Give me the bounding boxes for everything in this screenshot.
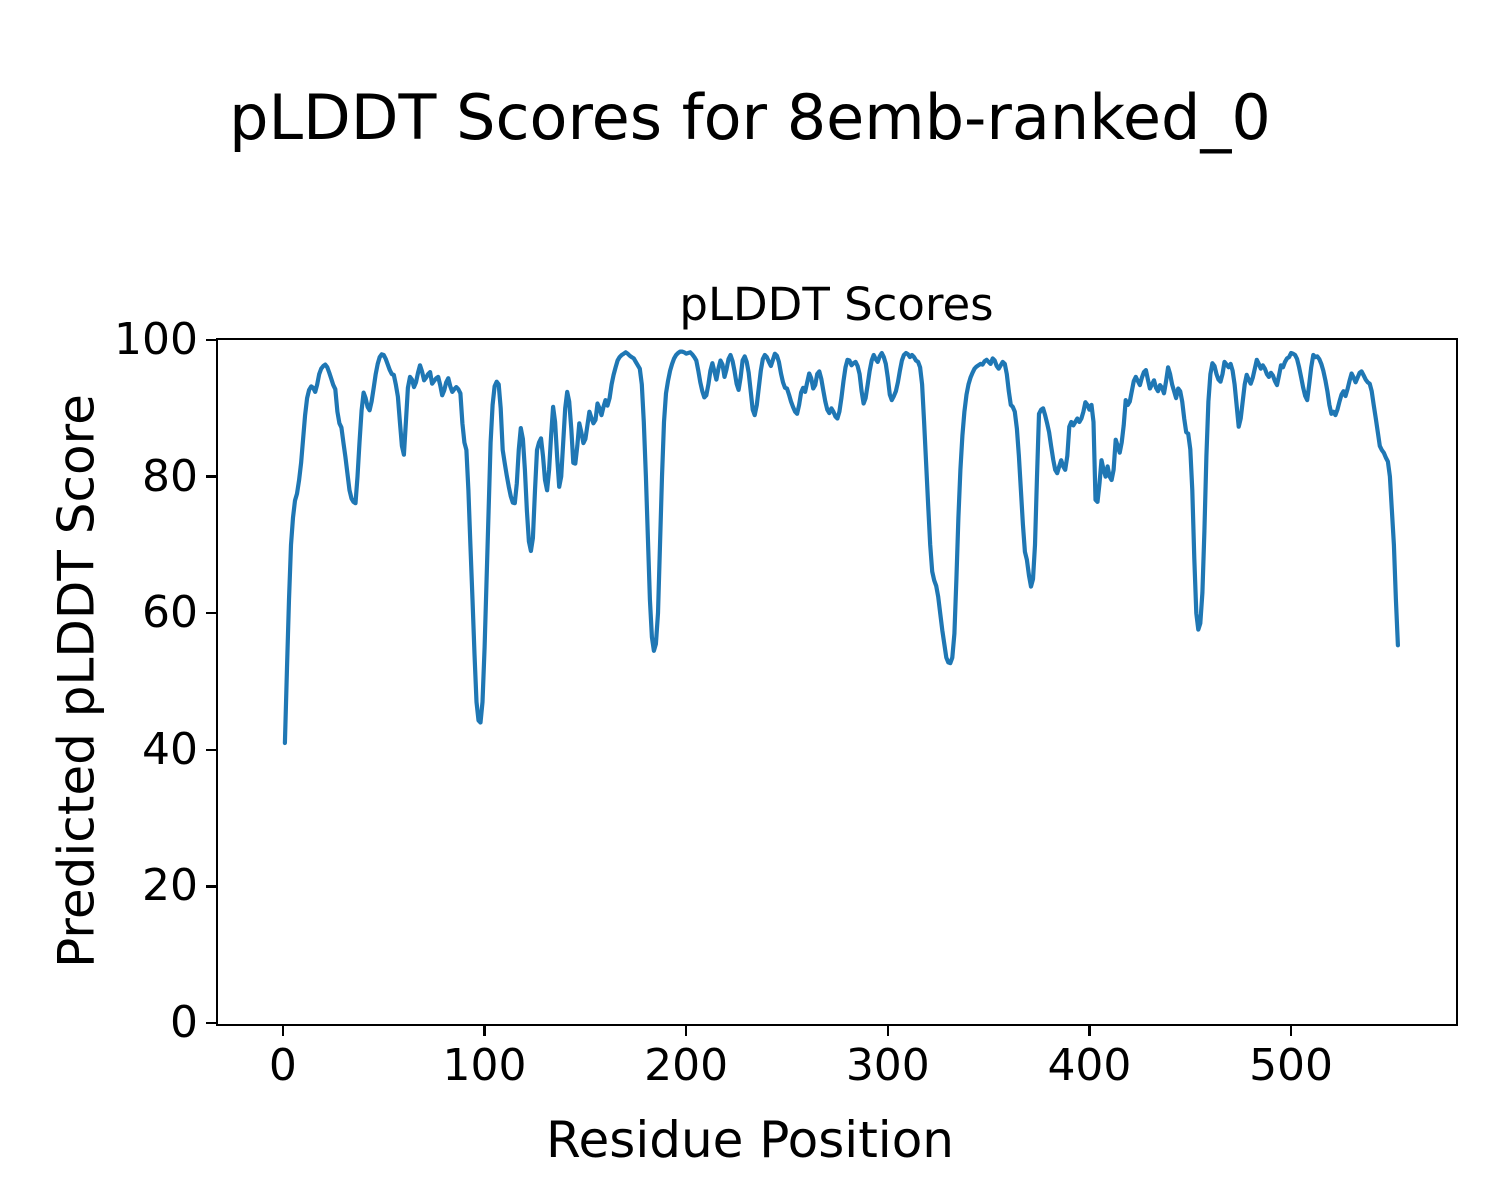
y-tick-mark bbox=[205, 338, 216, 342]
x-tick-mark bbox=[1289, 1025, 1293, 1036]
y-tick-mark bbox=[205, 748, 216, 752]
y-tick-mark bbox=[205, 611, 216, 615]
y-tick-label: 100 bbox=[114, 314, 198, 365]
y-tick-label: 60 bbox=[142, 587, 198, 639]
x-tick-mark bbox=[886, 1025, 890, 1036]
y-tick-mark bbox=[205, 885, 216, 888]
plddt-line-chart bbox=[282, 349, 1401, 746]
figure-suptitle: pLDDT Scores for 8emb-ranked_0 bbox=[229, 81, 1271, 154]
x-tick-label: 0 bbox=[268, 1040, 297, 1091]
plddt-line bbox=[282, 349, 1401, 746]
x-tick-label: 200 bbox=[644, 1040, 729, 1091]
x-tick-label: 400 bbox=[1047, 1040, 1132, 1091]
x-axis-label: Residue Position bbox=[546, 1111, 954, 1169]
x-tick-label: 300 bbox=[845, 1040, 930, 1091]
y-tick-label: 0 bbox=[170, 997, 198, 1048]
axes-title: pLDDT Scores bbox=[679, 278, 994, 331]
x-tick-mark bbox=[684, 1025, 688, 1036]
x-tick-mark bbox=[483, 1025, 486, 1036]
y-tick-mark bbox=[205, 475, 216, 478]
y-tick-label: 80 bbox=[142, 450, 198, 502]
y-tick-mark bbox=[205, 1021, 216, 1025]
x-tick-mark bbox=[1088, 1025, 1091, 1036]
x-tick-label: 500 bbox=[1249, 1040, 1334, 1091]
y-tick-label: 40 bbox=[142, 723, 198, 775]
y-tick-label: 20 bbox=[142, 860, 198, 912]
x-tick-label: 100 bbox=[442, 1040, 527, 1091]
x-tick-mark bbox=[281, 1025, 285, 1036]
plot-area bbox=[215, 337, 1458, 1026]
y-axis-label: Predicted pLDDT Score bbox=[47, 394, 106, 968]
